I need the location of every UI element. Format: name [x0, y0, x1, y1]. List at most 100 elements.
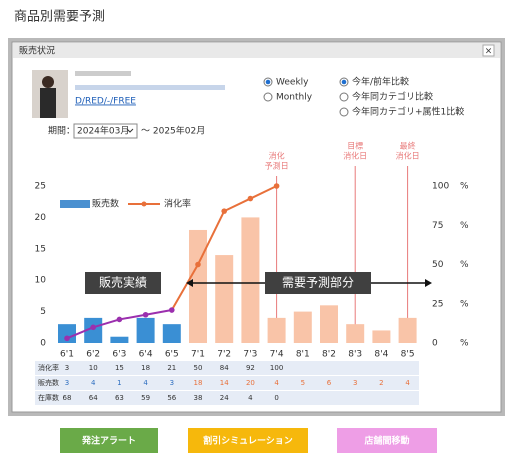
close-icon: × — [485, 47, 493, 57]
radio[interactable] — [339, 107, 349, 117]
radio-label: 今年/前年比較 — [352, 76, 409, 88]
bar — [320, 305, 338, 343]
y-tick-label: 5 — [40, 307, 46, 317]
range-label: 販売実績 — [99, 275, 147, 290]
radio[interactable] — [339, 92, 349, 102]
y-tick-label: 15 — [35, 244, 46, 254]
close-button[interactable] — [482, 44, 495, 57]
x-tick-label: 6'4 — [139, 350, 153, 360]
line-segment — [249, 185, 278, 200]
table-row-label: 在庫数 — [38, 393, 59, 402]
table-cell: 100 — [270, 364, 283, 372]
x-tick-label: 6'5 — [165, 350, 179, 360]
table-cell: 2 — [379, 379, 383, 387]
line-segment — [66, 326, 94, 340]
dialog-title: 販売状況 — [19, 45, 55, 57]
table-cell: 6 — [327, 379, 332, 387]
line-segment — [197, 210, 226, 265]
period-select[interactable] — [73, 123, 138, 139]
table-cell: 4 — [143, 379, 148, 387]
range-label: 需要予測部分 — [282, 275, 354, 290]
y-tick-label: 20 — [35, 213, 47, 223]
table-cell: 14 — [220, 379, 229, 387]
legend-swatch — [60, 200, 90, 208]
line-point — [169, 307, 175, 313]
blurred-link — [75, 85, 225, 90]
x-tick-label: 8'1 — [296, 350, 310, 360]
bar — [293, 311, 312, 343]
y2-unit: % — [460, 339, 469, 349]
table-bg — [35, 361, 419, 405]
table-cell: 20 — [246, 379, 255, 387]
y-tick-label: 10 — [35, 276, 47, 286]
line-point — [116, 316, 123, 323]
table-cell: 4 — [405, 379, 410, 387]
table-cell: 18 — [141, 364, 150, 372]
table-cell: 63 — [115, 394, 124, 402]
bar — [398, 317, 417, 343]
radio-label: Monthly — [276, 93, 313, 103]
table-cell: 56 — [167, 394, 176, 402]
table-row-label: 販売数 — [38, 378, 59, 387]
radio-dot — [265, 79, 271, 85]
table-cell: 50 — [194, 364, 203, 372]
radio-dot — [341, 79, 347, 85]
product-image-body — [40, 88, 56, 118]
bar — [162, 324, 181, 343]
blurred-text — [75, 71, 131, 76]
annotation-label: 最終 — [400, 141, 416, 151]
page-title: 商品別需要予測 — [14, 10, 105, 25]
x-tick-label: 7'2 — [217, 350, 231, 360]
table-cell: 3 — [65, 364, 69, 372]
select-arrow — [126, 128, 134, 133]
arrow-head — [186, 279, 193, 287]
radio-label: 今年同カテゴリ+属性1比較 — [352, 106, 464, 118]
line-point — [90, 324, 96, 331]
product-link[interactable]: D/RED/-/FREE — [75, 97, 136, 107]
table-cell: 21 — [167, 364, 176, 372]
legend-label: 消化率 — [164, 198, 191, 210]
annotation-label: 消化日 — [396, 151, 420, 161]
period-end: ～ 2025年02月 — [141, 125, 205, 137]
x-tick-label: 8'2 — [322, 350, 336, 360]
x-tick-label: 6'3 — [112, 350, 126, 360]
button[interactable] — [337, 428, 437, 453]
line-segment — [92, 318, 120, 329]
line-segment — [170, 264, 199, 311]
x-tick-label: 7'1 — [191, 350, 205, 360]
table-cell: 3 — [65, 379, 69, 387]
y2-unit: % — [460, 299, 469, 309]
bar — [110, 336, 129, 343]
line-point — [221, 208, 227, 214]
button[interactable] — [188, 428, 308, 453]
line-point — [273, 183, 280, 189]
y2-tick-label: 50 — [432, 260, 444, 270]
table-cell: 10 — [89, 364, 98, 372]
bar — [372, 330, 391, 343]
x-tick-label: 8'3 — [348, 350, 362, 360]
table-cell: 18 — [194, 379, 203, 387]
y-tick-label: 25 — [35, 182, 46, 192]
table-cell: 24 — [220, 394, 229, 402]
product-image-head — [42, 76, 54, 88]
table-cell: 4 — [274, 379, 279, 387]
table-cell: 4 — [248, 394, 253, 402]
legend-dot — [141, 201, 147, 207]
x-tick-label: 8'4 — [374, 350, 388, 360]
table-cell: 0 — [274, 394, 278, 402]
radio[interactable] — [263, 92, 273, 102]
table-cell: 68 — [63, 394, 72, 402]
button-label: 店舗間移動 — [364, 435, 409, 447]
annotation-label: 消化 — [269, 151, 285, 161]
line-point — [195, 261, 201, 268]
y2-unit: % — [460, 260, 469, 270]
y2-unit: % — [460, 182, 469, 192]
x-tick-label: 8'5 — [401, 350, 415, 360]
line-point — [142, 311, 149, 318]
dialog-header — [13, 43, 500, 58]
button[interactable] — [60, 428, 158, 453]
table-cell: 92 — [246, 364, 255, 372]
range-box — [85, 272, 161, 294]
table-cell: 1 — [117, 379, 121, 387]
